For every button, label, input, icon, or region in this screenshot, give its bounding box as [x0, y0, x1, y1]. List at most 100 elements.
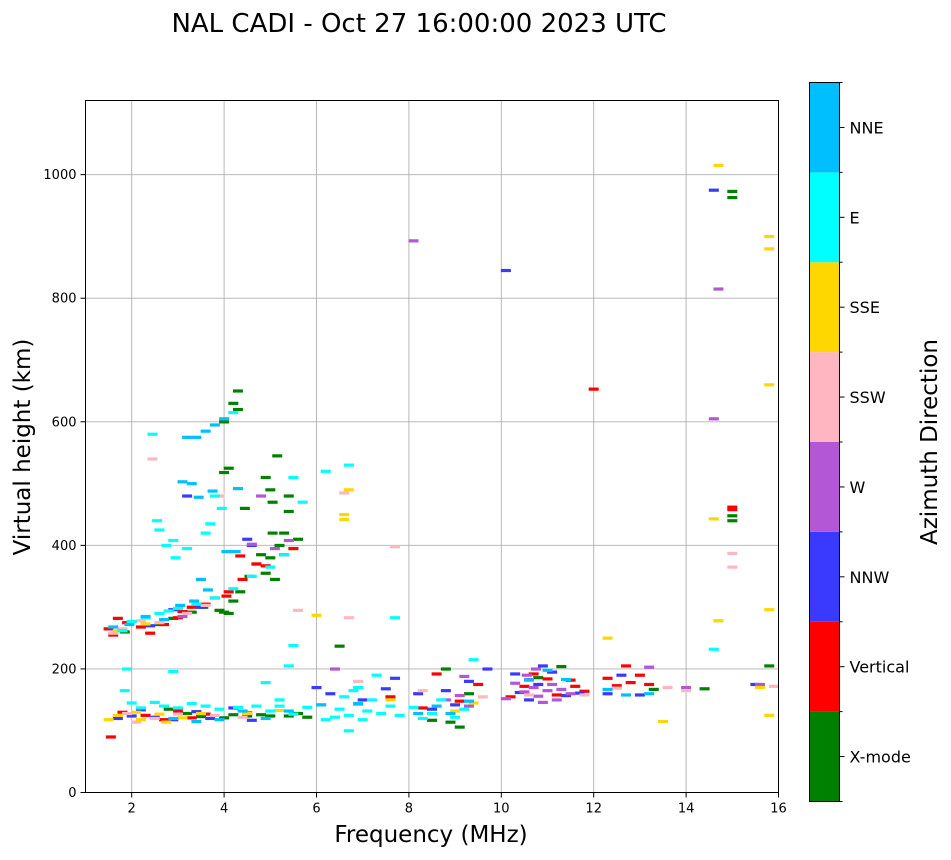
title-layer: NAL CADI - Oct 27 16:00:00 2023 UTC — [171, 9, 666, 39]
echo-point-nne — [463, 699, 474, 703]
echo-point-nnw — [616, 673, 627, 677]
echo-point-x-mode — [219, 470, 230, 475]
echo-point-nne — [219, 417, 230, 421]
echo-point-vertical — [528, 672, 539, 676]
echo-point-x-mode — [163, 707, 174, 711]
echo-point-e — [126, 701, 137, 705]
echo-point-nne — [621, 693, 632, 697]
echo-point-sse — [602, 636, 613, 640]
echo-point-nne — [207, 489, 218, 493]
echo-point-ssw — [339, 491, 350, 495]
echo-point-sse — [140, 622, 151, 626]
echo-point-e — [283, 664, 294, 668]
echo-point-e — [427, 711, 437, 716]
echo-point-e — [149, 700, 160, 704]
echo-point-e — [209, 596, 220, 600]
echo-point-nne — [237, 709, 248, 713]
echo-point-vertical — [251, 562, 262, 566]
echo-point-nnw — [500, 268, 511, 273]
echo-point-w — [408, 239, 419, 243]
echo-point-nne — [445, 711, 456, 716]
echo-point-x-mode — [556, 664, 567, 669]
echo-point-nne — [221, 550, 232, 554]
echo-point-ssw — [237, 715, 248, 719]
echo-point-nne — [182, 435, 193, 439]
echo-point-nne — [524, 678, 535, 682]
echo-point-sse — [154, 712, 165, 716]
echo-point-w — [177, 614, 188, 619]
echo-point-e — [161, 543, 172, 548]
echo-point-nnw — [482, 667, 493, 671]
echo-point-nne — [193, 495, 204, 499]
echo-point-nne — [196, 577, 206, 582]
echo-point-w — [256, 494, 267, 498]
echo-point-sse — [339, 512, 350, 517]
echo-point-x-mode — [272, 454, 283, 458]
y-tick-label: 800 — [52, 292, 77, 307]
y-tick-label: 400 — [52, 539, 77, 554]
echo-point-e — [126, 619, 137, 624]
echo-point-e — [343, 713, 354, 717]
echo-point-x-mode — [302, 715, 313, 719]
echo-point-e — [468, 658, 479, 662]
echo-point-nne — [214, 718, 225, 722]
echo-point-sse — [343, 488, 354, 492]
echo-point-sse — [468, 701, 479, 705]
echo-point-x-mode — [764, 664, 775, 668]
colorbar-segment — [809, 82, 840, 173]
echo-point-w — [547, 682, 558, 687]
echo-point-e — [708, 647, 719, 651]
echo-point-vertical — [159, 622, 170, 627]
echo-point-nnw — [246, 718, 257, 722]
echo-point-nnw — [560, 693, 571, 698]
echo-point-vertical — [237, 577, 248, 582]
echo-point-ssw — [477, 695, 488, 699]
echo-point-ssw — [149, 716, 160, 721]
echo-point-ssw — [768, 684, 779, 688]
echo-point-vertical — [186, 716, 197, 720]
echo-point-x-mode — [279, 531, 290, 535]
echo-point-vertical — [727, 505, 738, 509]
echo-point-e — [288, 643, 299, 648]
echo-point-x-mode — [223, 466, 234, 470]
echo-point-vertical — [103, 627, 114, 631]
echo-point-nne — [175, 603, 186, 607]
echo-point-vertical — [288, 546, 299, 551]
echo-point-ssw — [727, 551, 738, 556]
echo-point-nnw — [450, 703, 461, 707]
echo-point-x-mode — [182, 711, 193, 716]
echo-point-sse — [196, 711, 206, 716]
echo-point-nne — [230, 550, 241, 554]
colorbar-label: Azimuth Direction — [917, 339, 943, 545]
echo-point-ssw — [172, 712, 183, 716]
echo-point-w — [681, 685, 692, 690]
echo-point-w — [713, 287, 724, 291]
echo-point-sse — [242, 711, 253, 716]
echo-point-nne — [283, 709, 294, 713]
echo-point-w — [530, 667, 541, 671]
x-axis-ticks: 2 4 6 8 10 12 14 16 — [128, 792, 787, 817]
echo-point-ssw — [131, 720, 142, 724]
echo-point-vertical — [473, 682, 484, 687]
echo-point-e — [417, 716, 428, 721]
echo-point-e — [152, 519, 163, 523]
echo-point-vertical — [551, 693, 562, 697]
echo-point-vertical — [588, 387, 599, 391]
echo-point-e — [265, 709, 276, 713]
echo-point-e — [232, 705, 243, 709]
colorbar-category-label: E — [850, 208, 860, 227]
echo-point-vertical — [431, 672, 442, 676]
echo-point-e — [168, 669, 179, 674]
echo-point-x-mode — [232, 407, 243, 412]
echo-point-w — [283, 538, 294, 543]
x-tick-label: 4 — [220, 802, 228, 817]
y-tick-label: 600 — [52, 415, 77, 430]
echo-point-vertical — [108, 633, 119, 637]
echo-point-e — [408, 705, 419, 709]
echo-point-sse — [339, 517, 350, 522]
echo-point-w — [565, 692, 576, 696]
echo-point-nne — [602, 687, 613, 692]
echo-point-e — [135, 706, 146, 710]
echo-point-nnw — [390, 676, 401, 680]
